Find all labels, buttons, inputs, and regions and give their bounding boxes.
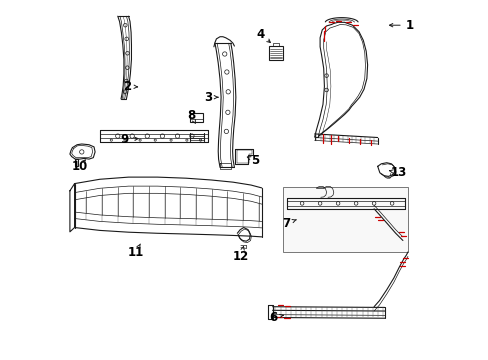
Text: 9: 9	[121, 133, 129, 146]
Text: 6: 6	[268, 311, 277, 324]
Bar	[190, 113, 203, 122]
Text: 4: 4	[256, 28, 264, 41]
Text: 5: 5	[251, 154, 259, 167]
Text: 13: 13	[390, 166, 407, 179]
Text: 12: 12	[232, 250, 248, 263]
Text: 7: 7	[282, 217, 290, 230]
Bar	[268, 46, 283, 60]
Text: 2: 2	[123, 80, 131, 93]
Text: 8: 8	[187, 109, 195, 122]
Text: 10: 10	[71, 160, 87, 173]
Text: 1: 1	[405, 19, 413, 32]
Text: 3: 3	[203, 91, 211, 104]
FancyBboxPatch shape	[283, 187, 407, 252]
Text: 11: 11	[127, 246, 143, 259]
